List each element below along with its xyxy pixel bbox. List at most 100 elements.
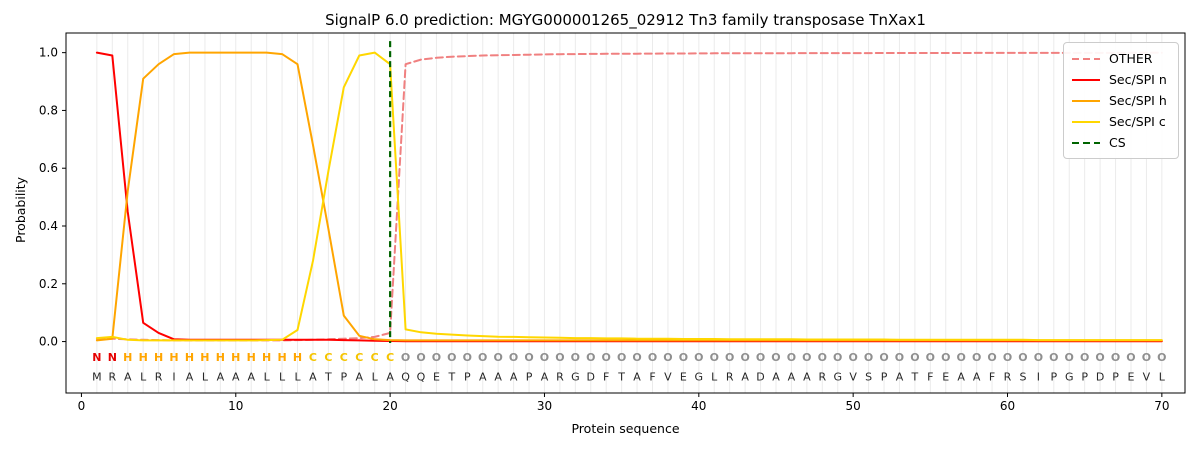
annotation-letter: O xyxy=(478,351,487,364)
residue-letter: A xyxy=(386,370,394,383)
chart-title: SignalP 6.0 prediction: MGYG000001265_02… xyxy=(325,11,926,29)
annotation-letter: O xyxy=(1095,351,1104,364)
annotation-letter: C xyxy=(371,351,379,364)
residue-letter: D xyxy=(756,370,764,383)
y-tick-label: 0.4 xyxy=(39,219,58,233)
residue-letter: Q xyxy=(401,370,410,383)
annotation-letter: O xyxy=(694,351,703,364)
residue-letter: A xyxy=(772,370,780,383)
legend-label: OTHER xyxy=(1109,51,1153,66)
annotation-letter: O xyxy=(648,351,657,364)
residue-letter: F xyxy=(989,370,995,383)
annotation-letter: O xyxy=(818,351,827,364)
x-tick-label: 10 xyxy=(228,399,243,413)
residue-letter: A xyxy=(788,370,796,383)
y-axis-ticks: 0.0 0.2 0.4 0.6 0.8 1.0 xyxy=(39,46,66,349)
annotation-letter: O xyxy=(833,351,842,364)
residue-letter: F xyxy=(649,370,655,383)
residue-letter: V xyxy=(1143,370,1151,383)
annotation-letter: O xyxy=(910,351,919,364)
annotation-letter: H xyxy=(200,351,209,364)
x-tick-label: 60 xyxy=(1000,399,1015,413)
annotation-letter: H xyxy=(185,351,194,364)
annotation-letter: O xyxy=(1157,351,1166,364)
x-axis-label: Protein sequence xyxy=(571,421,680,436)
legend-label: Sec/SPI c xyxy=(1109,114,1166,129)
x-tick-label: 30 xyxy=(537,399,552,413)
legend-line-sample xyxy=(1072,120,1100,123)
annotation-letter: O xyxy=(1049,351,1058,364)
legend-item-other: OTHER xyxy=(1072,48,1170,69)
y-tick-label: 0.2 xyxy=(39,277,58,291)
residue-letter: A xyxy=(247,370,255,383)
annotation-letter: O xyxy=(632,351,641,364)
annotation-letter: O xyxy=(957,351,966,364)
annotation-letter: O xyxy=(416,351,425,364)
residue-letter: M xyxy=(92,370,102,383)
residue-letter: A xyxy=(355,370,363,383)
annotation-letter: C xyxy=(340,351,348,364)
annotation-letter: O xyxy=(555,351,564,364)
series-line-sec-spi-n xyxy=(95,51,1163,343)
x-axis-ticks: 0 10 20 30 40 50 60 70 xyxy=(78,393,1169,413)
annotation-letter: O xyxy=(926,351,935,364)
residue-letter: F xyxy=(603,370,609,383)
annotation-letter: H xyxy=(216,351,225,364)
residue-letter: G xyxy=(571,370,580,383)
residue-letter: I xyxy=(1037,370,1040,383)
annotation-letter: O xyxy=(586,351,595,364)
series-line-sec-spi-c xyxy=(95,51,1163,342)
residue-letter: P xyxy=(341,370,348,383)
residue-letter: T xyxy=(911,370,919,383)
y-tick-label: 1.0 xyxy=(39,46,58,60)
annotation-letter: O xyxy=(447,351,456,364)
residue-letter: P xyxy=(1081,370,1088,383)
residue-letter: L xyxy=(202,370,209,383)
residue-letter: A xyxy=(309,370,317,383)
residue-letter: P xyxy=(1050,370,1057,383)
annotation-letter: O xyxy=(401,351,410,364)
residue-letter: A xyxy=(957,370,965,383)
residue-letter: R xyxy=(108,370,116,383)
annotation-letter: H xyxy=(293,351,302,364)
residue-letter: A xyxy=(633,370,641,383)
series-line-sec-spi-h xyxy=(95,51,1163,342)
annotation-letter: H xyxy=(277,351,286,364)
residue-letter: G xyxy=(833,370,842,383)
annotation-letter: O xyxy=(725,351,734,364)
annotation-letter: C xyxy=(386,351,394,364)
annotation-letter: O xyxy=(540,351,549,364)
residue-letter: A xyxy=(217,370,225,383)
residue-letter: S xyxy=(1019,370,1026,383)
annotation-letter: O xyxy=(771,351,780,364)
x-tick-label: 70 xyxy=(1154,399,1169,413)
annotation-letter: O xyxy=(787,351,796,364)
residue-letter: F xyxy=(927,370,933,383)
annotation-letter: O xyxy=(463,351,472,364)
residue-letter: G xyxy=(695,370,704,383)
residue-letter: L xyxy=(279,370,286,383)
residue-letter: D xyxy=(587,370,595,383)
residue-letter: E xyxy=(433,370,440,383)
residue-letter: T xyxy=(324,370,332,383)
annotation-letter: O xyxy=(941,351,950,364)
residue-letter: L xyxy=(372,370,379,383)
annotation-letter: C xyxy=(355,351,363,364)
residue-letter: V xyxy=(664,370,672,383)
annotation-letter: O xyxy=(1142,351,1151,364)
residue-letter: R xyxy=(1004,370,1012,383)
legend-item-sec-spi-c: Sec/SPI c xyxy=(1072,111,1170,132)
residue-letter: L xyxy=(294,370,301,383)
residue-letter: L xyxy=(140,370,147,383)
annotation-letter: H xyxy=(262,351,271,364)
residue-letter: P xyxy=(526,370,533,383)
annotation-letter: H xyxy=(169,351,178,364)
legend-label: Sec/SPI n xyxy=(1109,72,1167,87)
annotation-letter: N xyxy=(108,351,117,364)
legend-label: Sec/SPI h xyxy=(1109,93,1167,108)
residue-letter: E xyxy=(1128,370,1135,383)
annotation-letter: H xyxy=(231,351,240,364)
